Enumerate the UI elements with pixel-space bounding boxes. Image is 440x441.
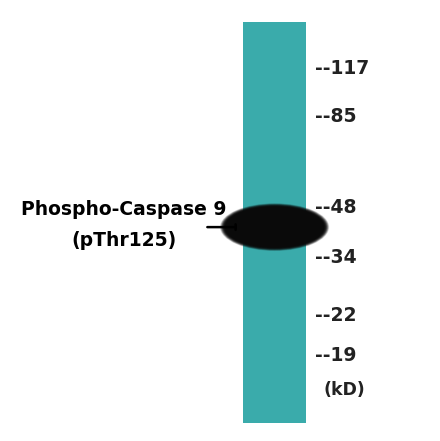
Ellipse shape <box>232 212 317 243</box>
Text: --48: --48 <box>315 198 356 217</box>
Ellipse shape <box>237 215 312 239</box>
Ellipse shape <box>226 208 323 247</box>
Ellipse shape <box>224 206 325 248</box>
Ellipse shape <box>231 211 318 243</box>
Ellipse shape <box>228 209 321 245</box>
Text: Phospho-Caspase 9: Phospho-Caspase 9 <box>21 200 227 219</box>
Ellipse shape <box>238 216 311 239</box>
Ellipse shape <box>224 206 325 248</box>
Bar <box>243 22 306 423</box>
Ellipse shape <box>228 209 321 246</box>
Ellipse shape <box>235 213 314 241</box>
Ellipse shape <box>231 211 318 243</box>
Ellipse shape <box>229 209 320 245</box>
Ellipse shape <box>221 204 328 250</box>
Ellipse shape <box>237 215 312 239</box>
Text: --19: --19 <box>315 345 356 365</box>
Text: --34: --34 <box>315 248 356 268</box>
Ellipse shape <box>227 208 322 246</box>
Ellipse shape <box>220 204 329 250</box>
Ellipse shape <box>233 213 316 242</box>
Text: (kD): (kD) <box>323 381 365 399</box>
Text: --22: --22 <box>315 306 356 325</box>
Ellipse shape <box>232 211 317 243</box>
Ellipse shape <box>226 207 323 247</box>
Ellipse shape <box>223 205 326 249</box>
Ellipse shape <box>233 212 316 242</box>
Ellipse shape <box>222 205 327 250</box>
Ellipse shape <box>230 210 319 244</box>
Ellipse shape <box>238 216 312 239</box>
Ellipse shape <box>230 210 319 244</box>
Ellipse shape <box>220 203 329 251</box>
Ellipse shape <box>229 210 320 244</box>
Ellipse shape <box>234 213 315 242</box>
Text: --117: --117 <box>315 59 369 78</box>
Ellipse shape <box>239 216 310 238</box>
Ellipse shape <box>222 205 327 249</box>
Text: --85: --85 <box>315 107 356 127</box>
Ellipse shape <box>236 214 313 240</box>
Ellipse shape <box>236 214 313 240</box>
Ellipse shape <box>225 207 324 247</box>
Ellipse shape <box>225 207 324 247</box>
Ellipse shape <box>235 214 314 240</box>
Text: (pThr125): (pThr125) <box>71 231 176 250</box>
Ellipse shape <box>224 206 326 249</box>
Ellipse shape <box>234 213 315 241</box>
Ellipse shape <box>221 204 328 250</box>
Ellipse shape <box>227 208 322 246</box>
